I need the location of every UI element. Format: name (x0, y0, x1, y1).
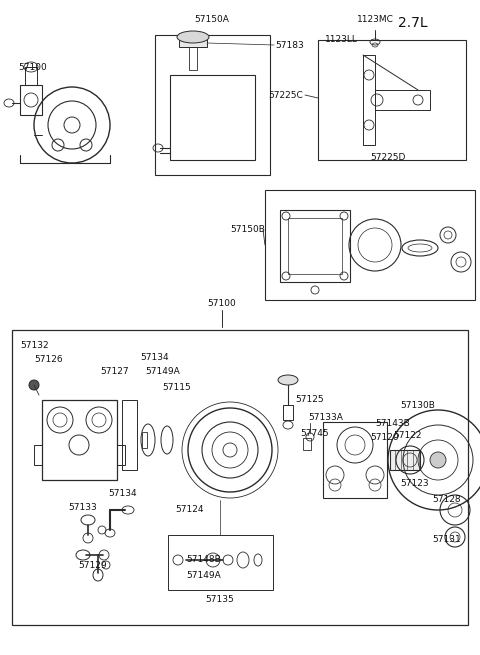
Text: 57123: 57123 (400, 479, 429, 487)
Text: 57149A: 57149A (145, 367, 180, 377)
Text: 57143B: 57143B (375, 419, 410, 428)
Bar (375, 90, 430, 110)
Text: 57132: 57132 (20, 341, 48, 350)
Bar (170, 75, 255, 160)
Text: 57100: 57100 (208, 299, 236, 307)
Text: 57128: 57128 (432, 495, 461, 504)
Bar (122, 400, 137, 470)
Text: 57126: 57126 (34, 356, 62, 364)
Bar (25, 67, 37, 85)
Bar (117, 445, 125, 465)
Bar (283, 405, 293, 420)
Text: 57100: 57100 (18, 62, 47, 71)
Text: 57133: 57133 (68, 502, 97, 512)
Text: 57183: 57183 (275, 41, 304, 50)
Bar (265, 190, 475, 300)
Text: 57134: 57134 (140, 354, 168, 362)
Bar (363, 55, 375, 145)
Bar (189, 47, 197, 70)
Bar (34, 445, 42, 465)
Text: 57225D: 57225D (370, 153, 406, 162)
Text: 57120: 57120 (370, 434, 398, 443)
Bar (390, 450, 420, 470)
Text: 2.7L: 2.7L (398, 16, 428, 30)
Ellipse shape (430, 452, 446, 468)
Text: 57135: 57135 (205, 595, 234, 605)
Text: 57225C: 57225C (268, 90, 303, 100)
Bar (168, 535, 273, 590)
Bar (280, 210, 350, 282)
Bar (179, 37, 207, 47)
Bar (12, 330, 468, 625)
Text: 57131: 57131 (432, 536, 461, 544)
Text: 57130B: 57130B (400, 400, 435, 409)
Bar (323, 422, 387, 498)
Bar (155, 35, 270, 175)
Ellipse shape (29, 380, 39, 390)
Text: 57148B: 57148B (186, 555, 221, 565)
Bar (142, 432, 147, 448)
Bar (288, 218, 342, 274)
Text: 1123LL: 1123LL (325, 35, 358, 43)
Text: 57124: 57124 (175, 506, 204, 514)
Text: 57122: 57122 (393, 430, 421, 440)
Text: 57127: 57127 (100, 367, 129, 377)
Bar (303, 438, 311, 450)
Text: 57745: 57745 (300, 428, 329, 438)
Bar (42, 400, 117, 480)
Text: 57149A: 57149A (186, 571, 221, 580)
Text: 57150A: 57150A (194, 16, 229, 24)
Text: 57150B: 57150B (230, 225, 265, 234)
Bar (20, 85, 42, 115)
Text: 1123MC: 1123MC (357, 16, 394, 24)
Text: 57125: 57125 (295, 396, 324, 405)
Text: 57129: 57129 (78, 561, 107, 569)
Text: 57115: 57115 (162, 383, 191, 392)
Ellipse shape (177, 31, 209, 43)
Ellipse shape (278, 375, 298, 385)
Text: 57133A: 57133A (308, 413, 343, 422)
Bar (318, 40, 466, 160)
Text: 57134: 57134 (108, 489, 137, 498)
